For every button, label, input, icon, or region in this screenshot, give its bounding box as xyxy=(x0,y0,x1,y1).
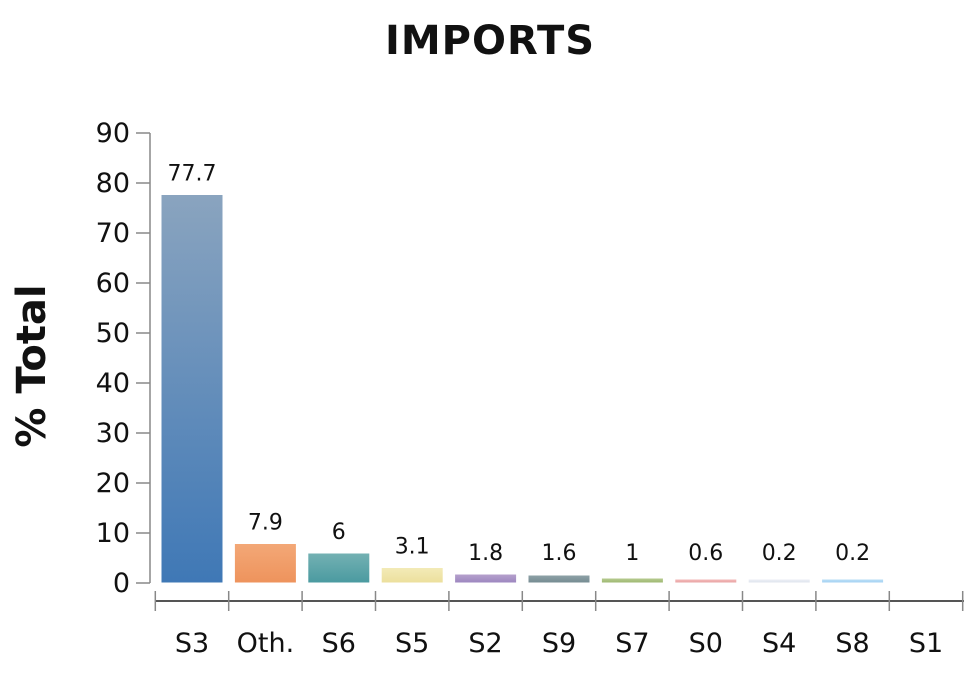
data-labels-group: 77.7 7.9 6 3.1 1.8 1.6 1 0.6 0.2 0.2 xyxy=(168,162,871,567)
data-label: 0.2 xyxy=(835,541,870,566)
y-tick-label: 90 xyxy=(96,118,130,149)
bar-s0 xyxy=(674,578,738,584)
x-category-label: S2 xyxy=(468,628,502,659)
bar-s2 xyxy=(454,573,518,584)
x-category-label: S1 xyxy=(909,628,943,659)
data-label: 1.6 xyxy=(542,541,577,566)
bar-s4 xyxy=(747,578,811,584)
bar-s8 xyxy=(821,578,885,584)
y-tick-label: 80 xyxy=(96,168,130,199)
x-category-label: S5 xyxy=(395,628,429,659)
y-tick-label: 60 xyxy=(96,268,130,299)
bar-s9 xyxy=(527,574,591,584)
x-category-label: S0 xyxy=(689,628,723,659)
x-category-label: S8 xyxy=(835,628,869,659)
bar-s3 xyxy=(160,194,224,584)
y-tick-label: 0 xyxy=(113,568,130,599)
bars-group xyxy=(160,194,885,584)
y-axis: 0 10 20 30 40 50 60 70 80 90 xyxy=(96,118,151,599)
bar-s7 xyxy=(600,577,664,584)
data-label: 1 xyxy=(625,541,639,566)
x-category-label: S4 xyxy=(762,628,796,659)
x-category-label: S9 xyxy=(542,628,576,659)
data-label: 77.7 xyxy=(168,162,217,187)
data-label: 0.6 xyxy=(688,541,723,566)
y-tick-label: 10 xyxy=(96,518,130,549)
data-label: 0.2 xyxy=(762,541,797,566)
x-category-label: S7 xyxy=(615,628,649,659)
data-label: 3.1 xyxy=(395,535,430,560)
y-tick-label: 70 xyxy=(96,218,130,249)
bar-s5 xyxy=(380,567,444,584)
x-category-label: Oth. xyxy=(237,628,295,659)
y-tick-label: 50 xyxy=(96,318,130,349)
y-tick-label: 20 xyxy=(96,468,130,499)
x-axis: S3 Oth. S6 S5 S2 S9 S7 S0 S4 S8 S1 xyxy=(154,591,964,659)
y-tick-label: 40 xyxy=(96,368,130,399)
chart-title: IMPORTS xyxy=(384,18,596,64)
bar-oth xyxy=(233,543,297,584)
x-category-label: S3 xyxy=(175,628,209,659)
y-tick-label: 30 xyxy=(96,418,130,449)
x-category-label: S6 xyxy=(322,628,356,659)
data-label: 1.8 xyxy=(468,541,503,566)
data-label: 6 xyxy=(332,520,346,545)
data-label: 7.9 xyxy=(248,511,283,536)
bar-s6 xyxy=(307,552,371,584)
